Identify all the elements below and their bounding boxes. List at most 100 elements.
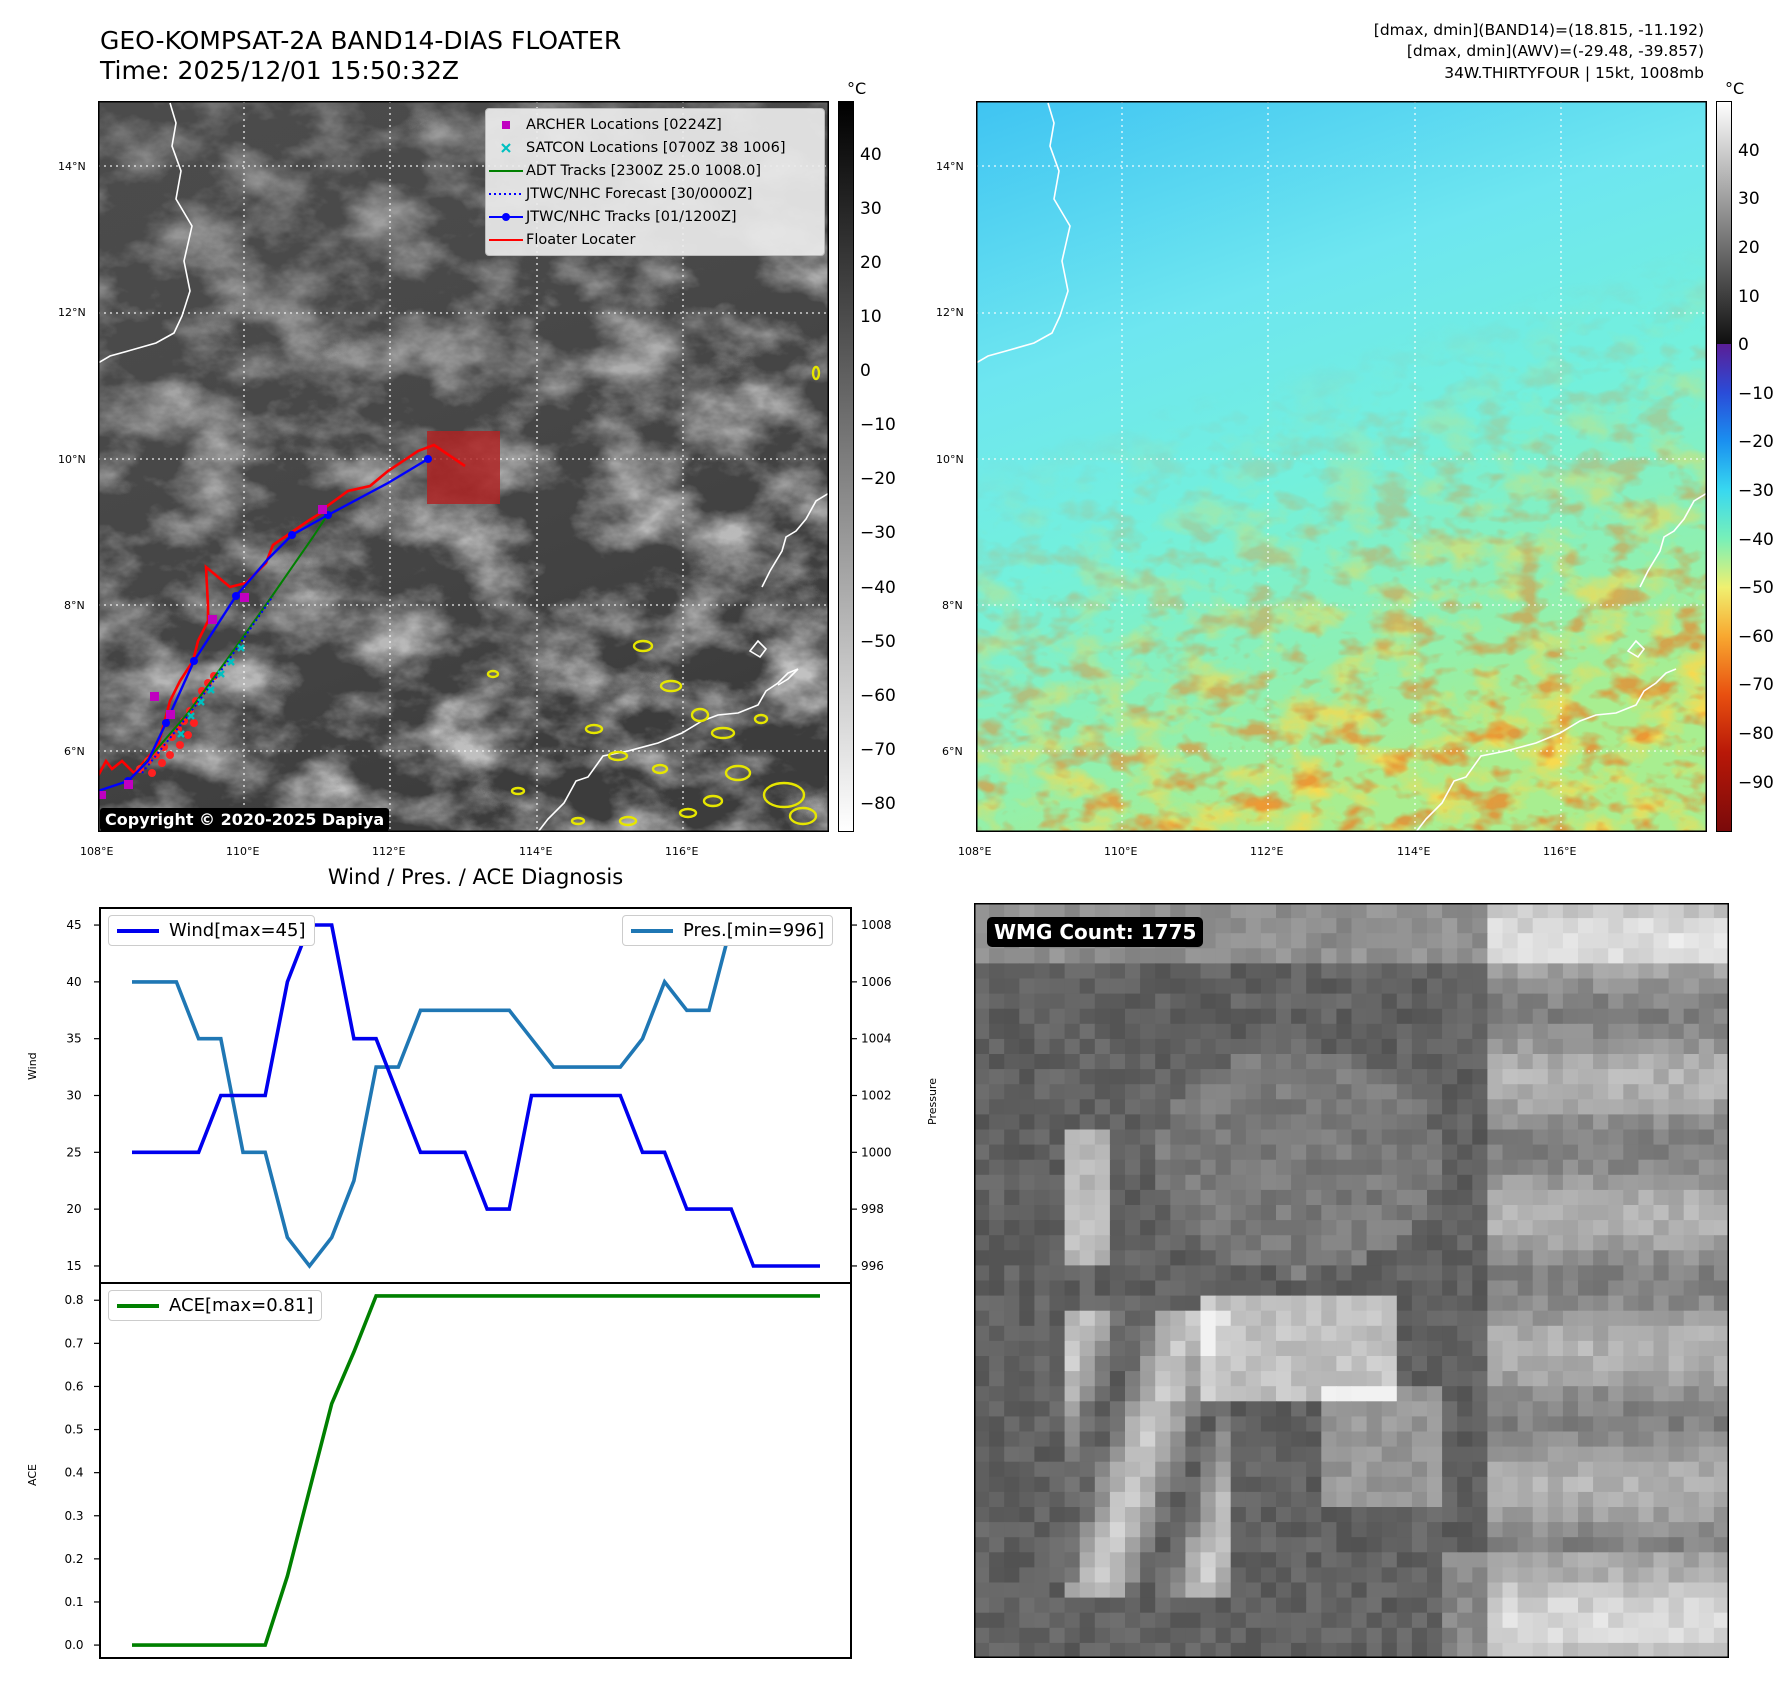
wmg-pixel: [1638, 1476, 1655, 1493]
wmg-pixel: [1562, 1642, 1579, 1658]
wmg-pixel: [1034, 1235, 1051, 1251]
wmg-pixel: [1457, 1008, 1473, 1025]
wmg-pixel: [1260, 1008, 1277, 1025]
wmg-pixel: [1653, 1431, 1670, 1448]
wmg-pixel: [1260, 1431, 1277, 1448]
wmg-pixel: [1170, 1642, 1186, 1658]
wmg-pixel: [1683, 1340, 1700, 1357]
wmg-pixel: [1608, 1144, 1624, 1161]
wmg-pixel: [1487, 1431, 1504, 1448]
wmg-pixel: [1155, 1371, 1171, 1387]
wmg-pixel: [974, 1174, 990, 1191]
wmg-pixel: [1427, 1069, 1443, 1085]
wmg-pixel: [1713, 1340, 1729, 1357]
wmg-pixel: [1411, 1084, 1428, 1100]
wmg-pixel: [1593, 1295, 1609, 1312]
wmg-pixel: [1608, 1084, 1624, 1100]
wmg-pixel: [1608, 1189, 1624, 1206]
wmg-pixel: [1532, 1220, 1549, 1236]
wmg-pixel: [1713, 1084, 1729, 1100]
wmg-pixel: [1547, 1325, 1564, 1342]
wmg-pixel: [1125, 1038, 1141, 1055]
wmg-pixel: [974, 903, 990, 919]
wmg-pixel: [1276, 1144, 1292, 1161]
wmg-pixel: [974, 963, 990, 980]
wmg-pixel: [1185, 1567, 1202, 1584]
wmg-pixel: [1517, 1642, 1534, 1658]
wmg-pixel: [1487, 903, 1504, 919]
wmg-pixel: [1532, 1340, 1549, 1357]
wmg-pixel: [1004, 1235, 1020, 1251]
wmg-pixel: [1608, 1235, 1624, 1251]
wmg-pixel: [1487, 1325, 1504, 1342]
wmg-pixel: [1276, 1612, 1292, 1629]
wmg-pixel: [1351, 1552, 1368, 1568]
wmg-pixel: [1004, 1054, 1020, 1070]
wmg-pixel: [1411, 1386, 1428, 1402]
wmg-pixel: [1713, 1250, 1729, 1266]
wmg-pixel: [1396, 918, 1413, 934]
wmg-pixel: [1668, 1159, 1685, 1176]
wmg-pixel: [1547, 1008, 1564, 1025]
wmg-pixel: [1351, 1627, 1368, 1644]
wmg-pixel: [1245, 1461, 1262, 1478]
wmg-pixel: [1638, 1446, 1655, 1463]
wmg-pixel: [1336, 963, 1353, 980]
wmg-pixel: [1562, 1310, 1579, 1327]
wmg-pixel: [1487, 1491, 1504, 1508]
wmg-pixel: [1155, 1507, 1171, 1523]
coastline-icon: [976, 102, 1707, 832]
wmg-pixel: [1306, 1295, 1322, 1312]
wmg-pixel: [1200, 1597, 1217, 1614]
wmg-pixel: [974, 1431, 990, 1448]
wmg-pixel: [1487, 1235, 1504, 1251]
wmg-pixel: [1653, 1612, 1670, 1629]
wmg-pixel: [1713, 1416, 1729, 1433]
wmg-pixel: [1049, 1522, 1066, 1538]
wmg-pixel: [1427, 1220, 1443, 1236]
wmg-pixel: [1291, 1295, 1307, 1312]
wmg-pixel: [1109, 1054, 1126, 1070]
wmg-pixel: [1140, 1023, 1156, 1040]
wmg-pixel: [1683, 1491, 1700, 1508]
wmg-pixel: [1185, 1129, 1202, 1146]
wmg-pixel: [1170, 1144, 1186, 1161]
wmg-pixel: [1321, 1446, 1337, 1463]
wmg-pixel: [1608, 1038, 1624, 1055]
wmg-pixel: [1578, 1582, 1594, 1599]
wmg-pixel: [1608, 1023, 1624, 1040]
wmg-pixel: [1427, 1250, 1443, 1266]
wmg-pixel: [1079, 1159, 1096, 1176]
satcon-markers: [177, 644, 245, 738]
wmg-pixel: [1698, 1642, 1715, 1658]
wmg-pixel: [1125, 1174, 1141, 1191]
wmg-pixel: [1245, 1054, 1262, 1070]
wmg-pixel: [1698, 1038, 1715, 1055]
wind-axis-tick-label: 25: [66, 1145, 81, 1159]
wmg-pixel: [1200, 1008, 1217, 1025]
wmg-pixel: [1049, 1356, 1066, 1372]
wmg-pixel: [1155, 1189, 1171, 1206]
wmg-pixel: [1049, 1235, 1066, 1251]
awv-colorbar-tick: −80: [1738, 724, 1774, 744]
wmg-pixel: [1351, 1340, 1368, 1357]
wmg-pixel: [989, 1144, 1005, 1161]
wmg-pixel: [1457, 1099, 1473, 1115]
wmg-pixel: [1019, 1129, 1035, 1146]
wmg-pixel: [1638, 1220, 1655, 1236]
wmg-pixel: [1321, 918, 1337, 934]
wmg-pixel: [1427, 1627, 1443, 1644]
wmg-pixel: [1200, 1280, 1217, 1297]
wmg-pixel: [1411, 1401, 1428, 1417]
wmg-pixel: [1547, 1189, 1564, 1206]
wmg-pixel: [989, 1476, 1005, 1493]
pressure-axis-tick-label: 1004: [861, 1032, 892, 1046]
wmg-pixel: [1094, 1114, 1111, 1131]
wmg-pixel: [1427, 1491, 1443, 1508]
wmg-pixel: [1336, 1069, 1353, 1085]
wmg-pixel: [1502, 918, 1519, 934]
wmg-pixel: [1502, 948, 1519, 964]
wmg-pixel: [1321, 1627, 1337, 1644]
wmg-pixel: [1094, 1069, 1111, 1085]
wmg-pixel: [1125, 1340, 1141, 1357]
